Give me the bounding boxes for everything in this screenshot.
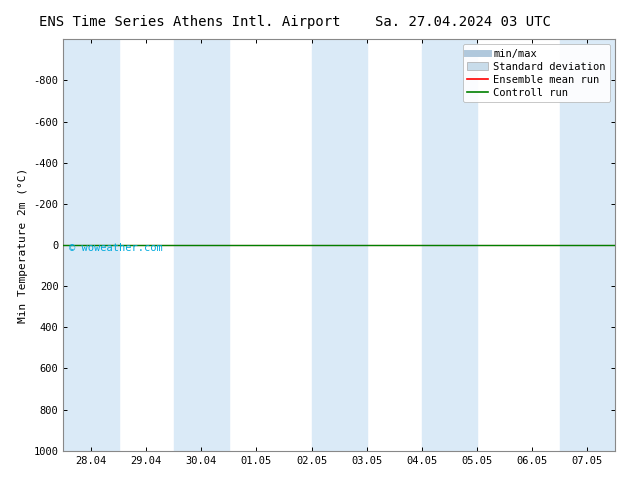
Text: Sa. 27.04.2024 03 UTC: Sa. 27.04.2024 03 UTC bbox=[375, 15, 551, 29]
Bar bbox=[312, 39, 367, 451]
Bar bbox=[560, 39, 615, 451]
Text: ENS Time Series Athens Intl. Airport: ENS Time Series Athens Intl. Airport bbox=[39, 15, 341, 29]
Text: © woweather.com: © woweather.com bbox=[69, 243, 163, 253]
Bar bbox=[422, 39, 477, 451]
Legend: min/max, Standard deviation, Ensemble mean run, Controll run: min/max, Standard deviation, Ensemble me… bbox=[463, 45, 610, 102]
Y-axis label: Min Temperature 2m (°C): Min Temperature 2m (°C) bbox=[18, 168, 28, 322]
Bar bbox=[63, 39, 119, 451]
Bar bbox=[174, 39, 229, 451]
